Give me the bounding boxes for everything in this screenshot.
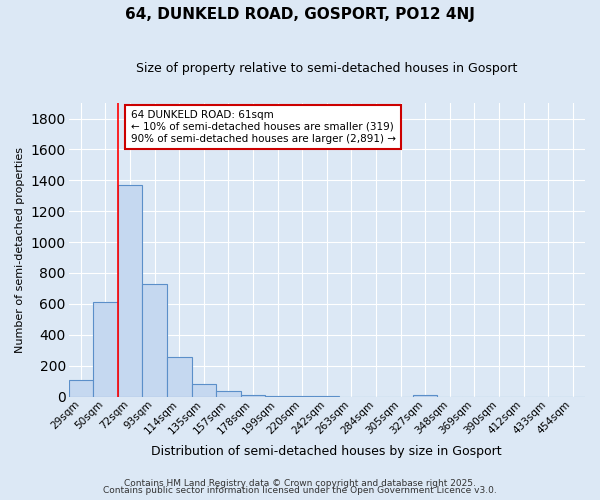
- Text: 64, DUNKELD ROAD, GOSPORT, PO12 4NJ: 64, DUNKELD ROAD, GOSPORT, PO12 4NJ: [125, 8, 475, 22]
- Title: Size of property relative to semi-detached houses in Gosport: Size of property relative to semi-detach…: [136, 62, 517, 76]
- Text: Contains HM Land Registry data © Crown copyright and database right 2025.: Contains HM Land Registry data © Crown c…: [124, 478, 476, 488]
- Bar: [216, 391, 241, 396]
- Bar: [241, 394, 265, 396]
- Text: Contains public sector information licensed under the Open Government Licence v3: Contains public sector information licen…: [103, 486, 497, 495]
- Y-axis label: Number of semi-detached properties: Number of semi-detached properties: [15, 147, 25, 353]
- Bar: [118, 185, 142, 396]
- Bar: [93, 302, 118, 396]
- Bar: [142, 284, 167, 397]
- Text: 64 DUNKELD ROAD: 61sqm
← 10% of semi-detached houses are smaller (319)
90% of se: 64 DUNKELD ROAD: 61sqm ← 10% of semi-det…: [131, 110, 395, 144]
- Bar: [167, 357, 191, 397]
- Bar: [191, 384, 216, 396]
- Bar: [413, 394, 437, 396]
- Bar: [68, 380, 93, 396]
- X-axis label: Distribution of semi-detached houses by size in Gosport: Distribution of semi-detached houses by …: [151, 444, 502, 458]
